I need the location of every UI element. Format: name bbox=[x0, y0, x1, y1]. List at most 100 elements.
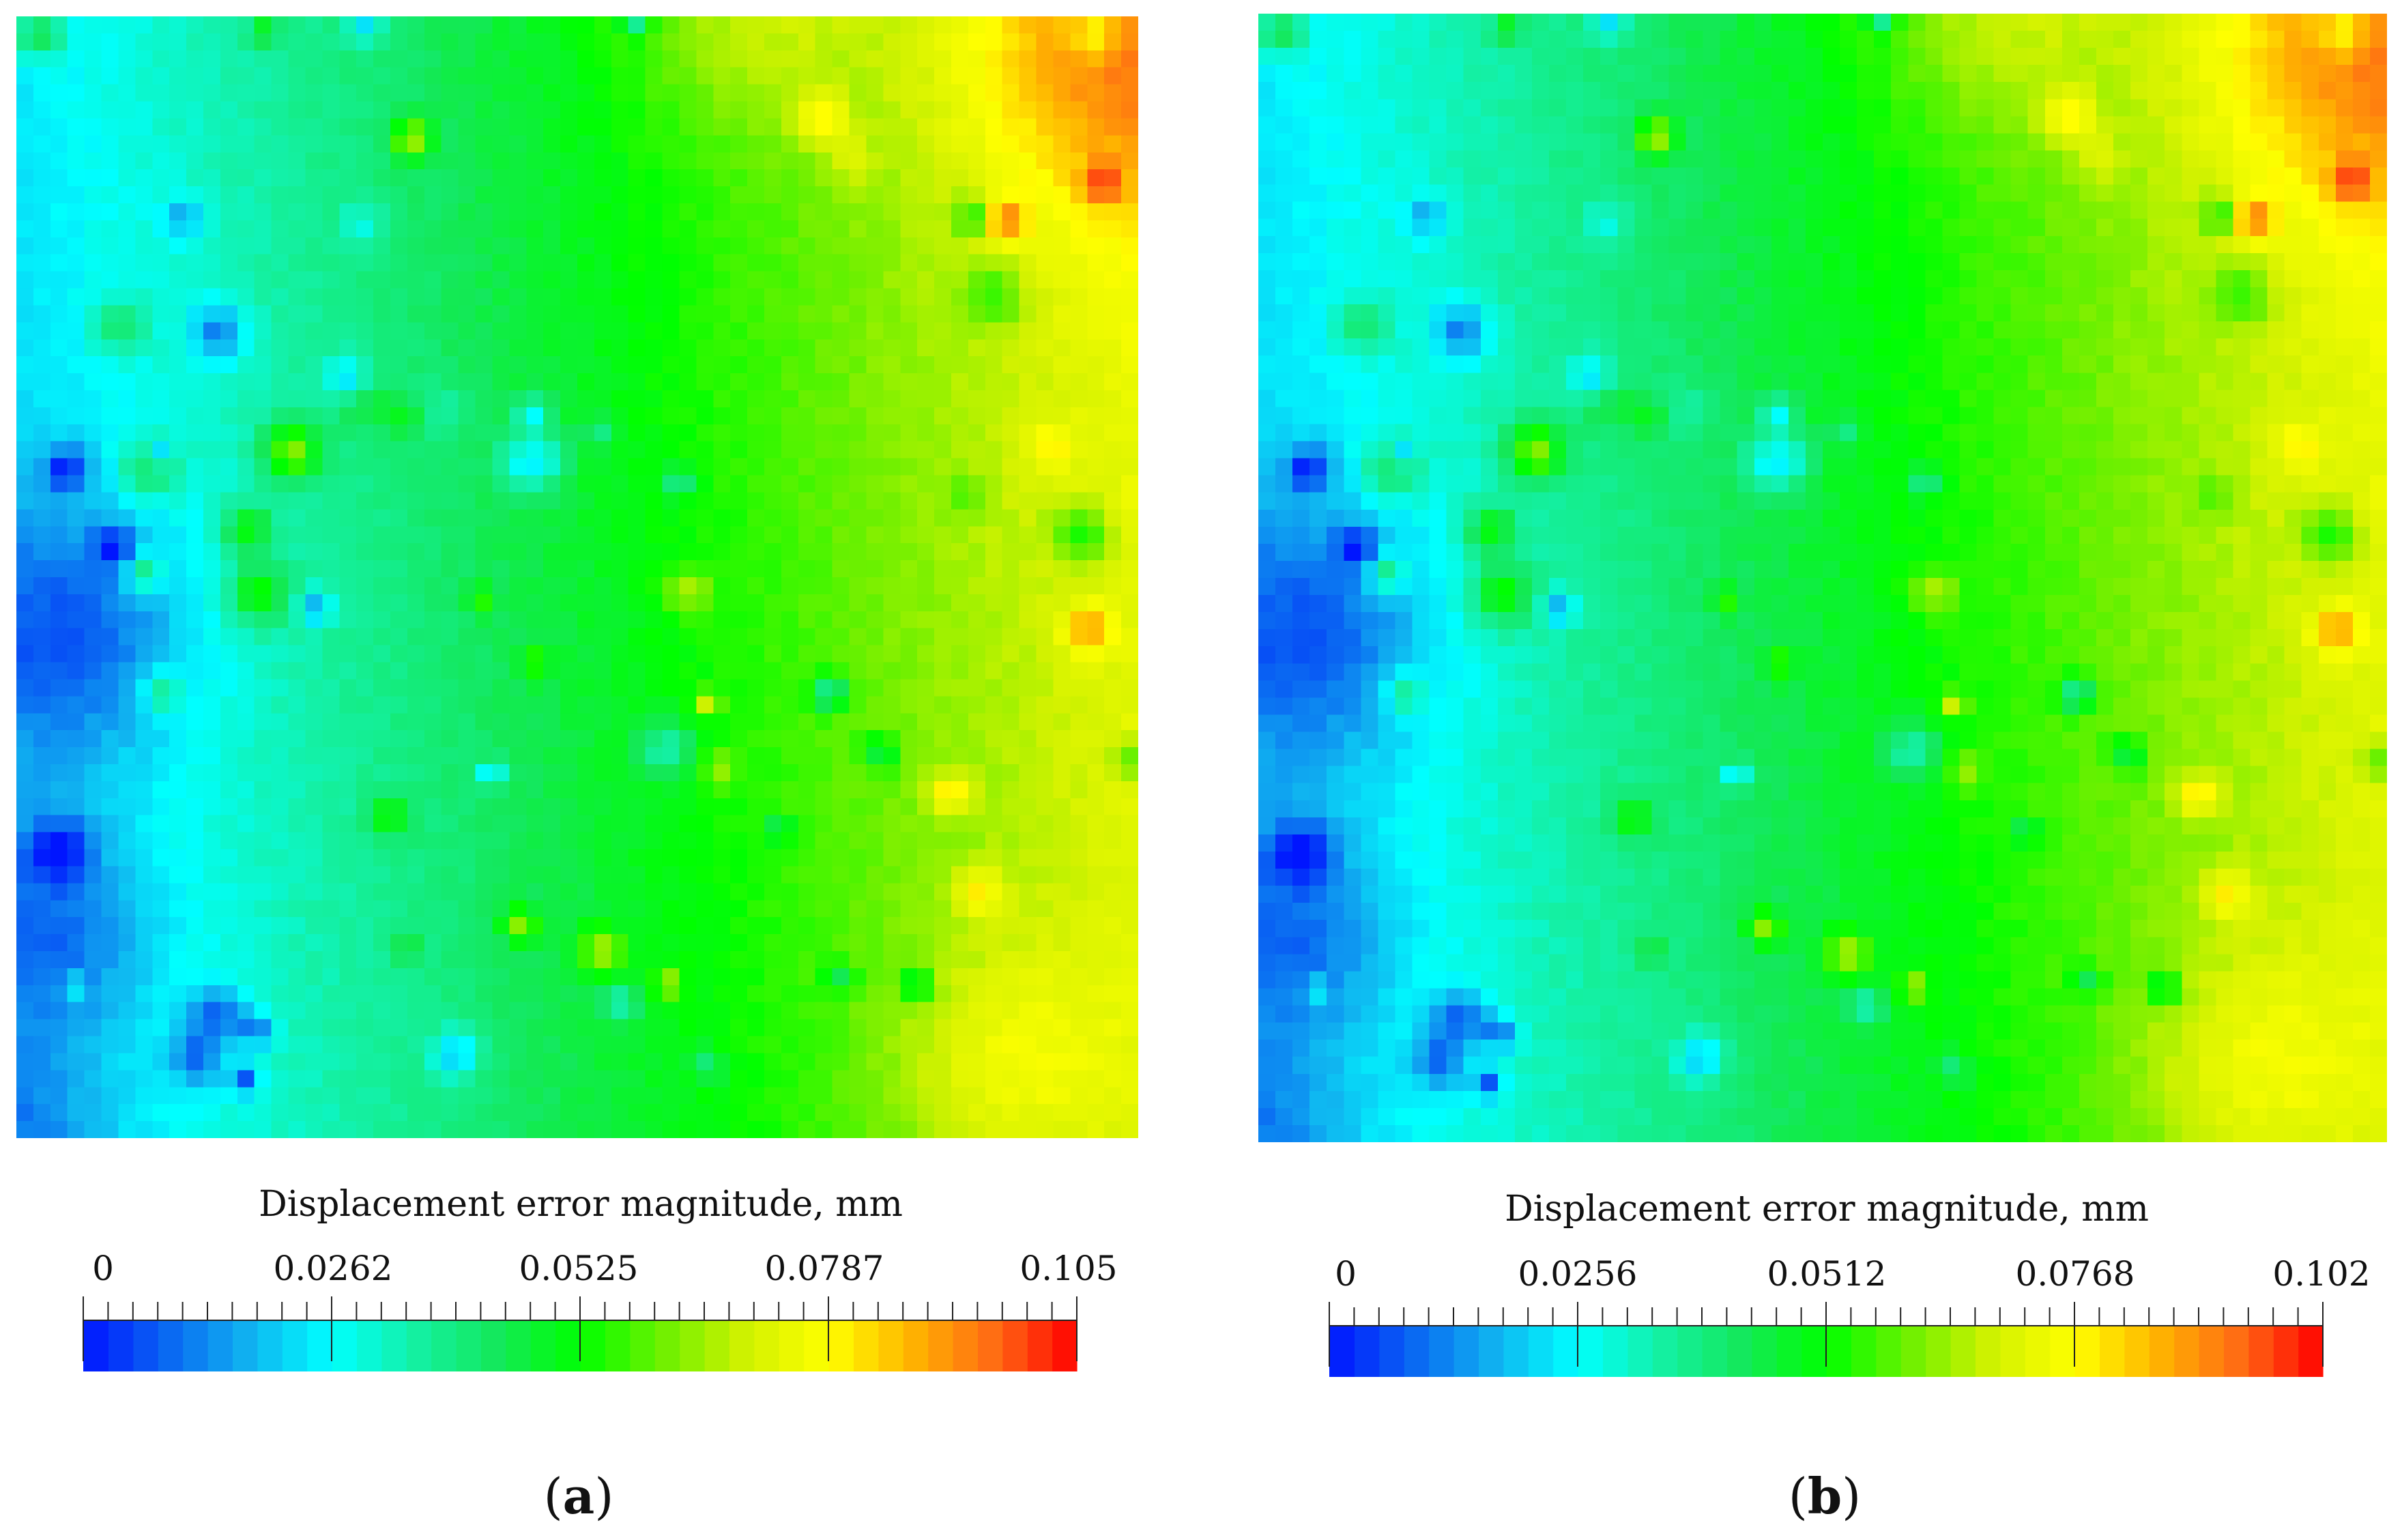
colorbar-band bbox=[381, 1320, 407, 1371]
colorbar-band bbox=[1801, 1326, 1827, 1377]
colorbar-band bbox=[1378, 1326, 1404, 1377]
colorbar-band bbox=[2074, 1326, 2100, 1377]
colorbar-band bbox=[1776, 1326, 1802, 1377]
colorbar-tick-label: 0.0787 bbox=[764, 1249, 884, 1288]
subfigure-label-a: (a) bbox=[543, 1467, 614, 1525]
colorbar-b bbox=[1329, 1302, 2324, 1377]
colorbar-band bbox=[2124, 1326, 2150, 1377]
colorbar-tick-label: 0.0512 bbox=[1767, 1254, 1887, 1294]
colorbar-band bbox=[406, 1320, 432, 1371]
colorbar-band bbox=[779, 1320, 805, 1371]
colorbar-band bbox=[1552, 1326, 1578, 1377]
colorbar-band bbox=[1478, 1326, 1504, 1377]
colorbar-band bbox=[605, 1320, 631, 1371]
colorbar-band bbox=[356, 1320, 382, 1371]
colorbar-band bbox=[1652, 1326, 1678, 1377]
colorbar-tick-label: 0.0262 bbox=[273, 1249, 393, 1288]
colorbar-band bbox=[729, 1320, 755, 1371]
colorbar-band bbox=[505, 1320, 531, 1371]
colorbar-band bbox=[1851, 1326, 1877, 1377]
colorbar-band bbox=[1726, 1326, 1752, 1377]
colorbar-band bbox=[555, 1320, 581, 1371]
colorbar-band bbox=[2173, 1326, 2199, 1377]
colorbar-band bbox=[679, 1320, 705, 1371]
colorbar-band bbox=[2049, 1326, 2075, 1377]
colorbar-tick-label: 0.102 bbox=[2272, 1254, 2371, 1294]
colorbar-band bbox=[927, 1320, 953, 1371]
colorbar-tick-label: 0.0768 bbox=[2015, 1254, 2135, 1294]
colorbar-band bbox=[878, 1320, 903, 1371]
colorbar-band bbox=[257, 1320, 283, 1371]
subfigure-label-b: (b) bbox=[1788, 1467, 1862, 1525]
colorbar-a bbox=[83, 1296, 1077, 1371]
displacement-error-field-b bbox=[1258, 14, 2387, 1142]
colorbar-title-a: Displacement error magnitude, mm bbox=[259, 1184, 903, 1225]
colorbar-band bbox=[1453, 1326, 1479, 1377]
colorbar-band bbox=[1875, 1326, 1901, 1377]
colorbar-band bbox=[1578, 1326, 1603, 1377]
colorbar-band bbox=[1751, 1326, 1777, 1377]
colorbar-band bbox=[753, 1320, 779, 1371]
colorbar-band bbox=[853, 1320, 879, 1371]
colorbar-band bbox=[2298, 1326, 2324, 1377]
colorbar-band bbox=[1052, 1320, 1077, 1371]
colorbar-band bbox=[1027, 1320, 1053, 1371]
colorbar-band bbox=[530, 1320, 556, 1371]
colorbar-tick-label: 0 bbox=[92, 1249, 114, 1288]
colorbar-band bbox=[1404, 1326, 1430, 1377]
colorbar-band bbox=[132, 1320, 158, 1371]
colorbar-band bbox=[1925, 1326, 1951, 1377]
colorbar-tick-label: 0.0525 bbox=[519, 1249, 639, 1288]
colorbar-band bbox=[1002, 1320, 1028, 1371]
colorbar-band bbox=[1677, 1326, 1703, 1377]
colorbar-band bbox=[1503, 1326, 1529, 1377]
colorbar-band bbox=[108, 1320, 134, 1371]
colorbar-band bbox=[2025, 1326, 2051, 1377]
colorbar-band bbox=[1950, 1326, 1976, 1377]
colorbar-band bbox=[1999, 1326, 2025, 1377]
colorbar-band bbox=[1900, 1326, 1926, 1377]
colorbar-band bbox=[2199, 1326, 2224, 1377]
colorbar-band bbox=[480, 1320, 506, 1371]
colorbar-band bbox=[803, 1320, 829, 1371]
colorbar-band bbox=[629, 1320, 655, 1371]
colorbar-tick-label: 0 bbox=[1335, 1254, 1357, 1294]
field-cells bbox=[16, 16, 1138, 1138]
colorbar-band bbox=[456, 1320, 481, 1371]
colorbar-band bbox=[431, 1320, 457, 1371]
colorbar-band bbox=[2248, 1326, 2274, 1377]
colorbar-band bbox=[1528, 1326, 1554, 1377]
colorbar-band bbox=[232, 1320, 258, 1371]
colorbar-band bbox=[182, 1320, 208, 1371]
colorbar-band bbox=[1428, 1326, 1454, 1377]
colorbar-band bbox=[83, 1320, 108, 1371]
colorbar-band bbox=[654, 1320, 680, 1371]
colorbar-band bbox=[1975, 1326, 2001, 1377]
colorbar-band bbox=[1354, 1326, 1380, 1377]
colorbar-band bbox=[158, 1320, 184, 1371]
colorbar-band bbox=[977, 1320, 1003, 1371]
colorbar-band bbox=[1826, 1326, 1851, 1377]
colorbar-band bbox=[828, 1320, 854, 1371]
colorbar-band bbox=[1702, 1326, 1727, 1377]
colorbar-band bbox=[1602, 1326, 1628, 1377]
colorbar-band bbox=[207, 1320, 233, 1371]
colorbar-band bbox=[2099, 1326, 2125, 1377]
colorbar-tick-label: 0.0256 bbox=[1518, 1254, 1638, 1294]
colorbar-band bbox=[332, 1320, 357, 1371]
colorbar-band bbox=[953, 1320, 978, 1371]
colorbar-tick-label: 0.105 bbox=[1019, 1249, 1118, 1288]
colorbar-band bbox=[1627, 1326, 1653, 1377]
colorbar-band bbox=[580, 1320, 605, 1371]
colorbar-band bbox=[903, 1320, 929, 1371]
colorbar-band bbox=[2149, 1326, 2175, 1377]
colorbar-title-b: Displacement error magnitude, mm bbox=[1505, 1189, 2149, 1230]
colorbar-band bbox=[2223, 1326, 2249, 1377]
colorbar-band bbox=[282, 1320, 308, 1371]
colorbar-band bbox=[704, 1320, 729, 1371]
field-cells bbox=[1258, 14, 2387, 1142]
displacement-error-field-a bbox=[16, 16, 1138, 1138]
colorbar-band bbox=[306, 1320, 332, 1371]
colorbar-band bbox=[2273, 1326, 2299, 1377]
colorbar-band bbox=[1329, 1326, 1355, 1377]
